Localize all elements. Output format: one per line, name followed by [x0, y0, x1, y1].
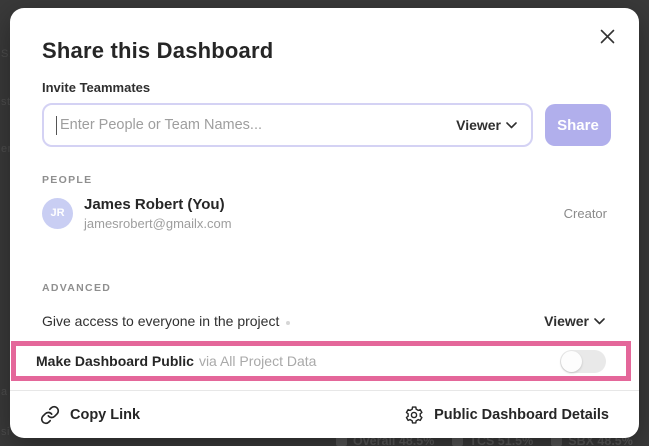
people-section-label: PEOPLE: [42, 174, 93, 186]
invite-role-dropdown[interactable]: Viewer: [456, 117, 517, 133]
make-public-toggle[interactable]: [560, 349, 606, 373]
advanced-section-label: ADVANCED: [42, 282, 112, 294]
project-access-role-dropdown[interactable]: Viewer: [544, 313, 605, 329]
role-dropdown-value: Viewer: [544, 313, 589, 329]
x-icon: [600, 29, 614, 43]
project-access-label: Give access to everyone in the project: [42, 313, 280, 329]
make-public-highlight-annotation: Make Dashboard Public via All Project Da…: [11, 341, 631, 381]
chevron-down-icon: [594, 317, 605, 324]
modal-title: Share this Dashboard: [42, 38, 274, 63]
bg-text-fragment: S:: [1, 48, 13, 60]
project-access-row: Give access to everyone in the project V…: [42, 310, 605, 332]
text-caret: [56, 115, 57, 135]
via-all-project-data-label: via All Project Data: [198, 353, 317, 369]
bg-text-fragment: si: [1, 426, 10, 438]
public-dashboard-details-label: Public Dashboard Details: [434, 406, 609, 423]
public-dashboard-details-button[interactable]: Public Dashboard Details: [404, 405, 609, 425]
gear-icon: [405, 405, 423, 424]
member-email: jamesrobert@gmailx.com: [84, 215, 232, 231]
bg-text-fragment: st: [1, 96, 11, 108]
invite-input-box: Viewer: [42, 103, 533, 147]
member-name: James Robert (You): [84, 195, 225, 213]
legend-swatch: [551, 435, 563, 446]
toggle-knob: [561, 350, 582, 372]
copy-link-button[interactable]: Copy Link: [40, 405, 140, 425]
footer-divider: [10, 390, 639, 391]
bg-text-fragment: er: [1, 143, 12, 155]
invite-input[interactable]: [60, 117, 457, 133]
legend-swatch: [452, 435, 464, 446]
member-info: James Robert (You) jamesrobert@gmailx.co…: [84, 197, 232, 230]
bg-text-fragment: a: [1, 386, 8, 398]
modal-footer: Copy Link Public Dashboard Details: [10, 391, 639, 438]
share-button[interactable]: Share: [545, 104, 611, 146]
info-dot: [286, 321, 291, 325]
copy-link-label: Copy Link: [70, 406, 141, 423]
link-icon: [40, 405, 60, 424]
member-role: Creator: [563, 205, 607, 221]
member-row: JR James Robert (You) jamesrobert@gmailx…: [42, 196, 607, 230]
chevron-down-icon: [506, 121, 517, 128]
avatar: JR: [42, 197, 73, 229]
make-dashboard-public-label: Make Dashboard Public: [36, 353, 194, 369]
close-button[interactable]: [591, 20, 623, 52]
role-dropdown-value: Viewer: [456, 117, 501, 133]
invite-teammates-label: Invite Teammates: [42, 80, 151, 95]
legend-swatch: [336, 435, 347, 446]
share-dashboard-modal: Share this Dashboard Invite Teammates Vi…: [10, 8, 639, 438]
